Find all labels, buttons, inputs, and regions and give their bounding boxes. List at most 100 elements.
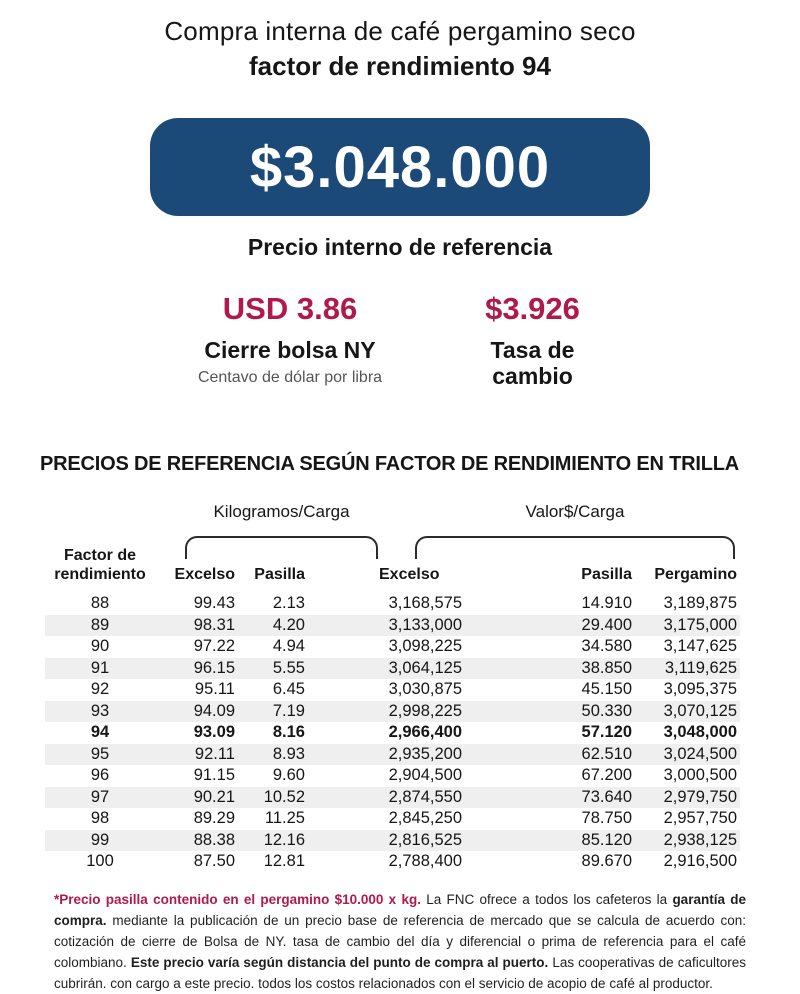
cell-pergamino: 3,024,500 [663, 744, 737, 763]
table-body: 88 99.43 2.13 3,168,575 14.910 3,189,875 89 98.… [45, 593, 755, 873]
table-row: 90 97.22 4.94 3,098,225 34.580 3,147,625 [45, 636, 740, 658]
table-row: 93 94.09 7.19 2,998,225 50.330 3,070,125 [45, 700, 740, 722]
cell-pasilla-valor: 78.750 [581, 809, 632, 827]
cell-pasilla-valor: 62.510 [581, 744, 632, 763]
column-header-pergamino: Pergamino [654, 566, 737, 583]
cell-excelso-valor: 2,966,400 [388, 723, 462, 741]
cell-factor: 90 [90, 637, 110, 655]
cell-pergamino: 3,095,375 [663, 680, 737, 698]
market-stats: USD 3.86 Cierre bolsa NY Centavo de dóla… [140, 291, 630, 389]
footnote-lead: *Precio pasilla contenido en el pergamin… [54, 891, 421, 907]
ny-close-value: USD 3.86 [222, 291, 358, 326]
cell-pasilla-kg: 7.19 [272, 701, 305, 720]
cell-factor: 96 [90, 766, 110, 784]
page-header: Compra interna de café pergamino seco fa… [0, 0, 800, 82]
cell-pasilla-valor: 57.120 [581, 723, 632, 741]
section-title: PRECIOS DE REFERENCIA SEGÚN FACTOR DE RE… [40, 453, 740, 475]
cell-pasilla-kg: 8.93 [272, 744, 305, 763]
cell-excelso-kg: 90.21 [193, 787, 235, 806]
reference-price-value: $3.048.000 [249, 134, 551, 200]
cell-factor: 97 [90, 787, 110, 806]
cell-factor: 91 [90, 658, 110, 677]
table-row: 99 88.38 12.16 2,816,525 85.120 2,938,125 [45, 829, 740, 851]
footnote-text-a: La FNC ofrece a todos los cafeteros la [426, 891, 668, 907]
cell-excelso-valor: 3,064,125 [388, 658, 462, 677]
cell-pasilla-kg: 10.52 [263, 787, 305, 806]
footnote: *Precio pasilla contenido en el pergamin… [54, 889, 746, 994]
cell-excelso-kg: 89.29 [193, 809, 235, 827]
page-subtitle: factor de rendimiento 94 [249, 51, 551, 81]
cell-pasilla-kg: 12.16 [263, 830, 305, 849]
cell-pasilla-kg: 12.81 [263, 852, 305, 870]
table-row: 88 99.43 2.13 3,168,575 14.910 3,189,875 [45, 593, 740, 615]
cell-excelso-valor: 2,935,200 [388, 744, 462, 763]
table-group-labels: Kilogramos/Carga Valor$/Carga [45, 502, 755, 526]
cell-factor: 88 [90, 594, 110, 612]
cell-pasilla-valor: 45.150 [581, 680, 632, 698]
cell-pergamino: 3,175,000 [663, 615, 737, 634]
cell-pergamino: 2,938,125 [663, 830, 737, 849]
table-row: 89 98.31 4.20 3,133,000 29.400 3,175,000 [45, 614, 740, 636]
footnote-text-b: mediante la publicación de un precio bas… [54, 912, 746, 970]
cell-pasilla-valor: 50.330 [581, 701, 632, 720]
cell-pergamino: 3,147,625 [663, 637, 737, 655]
table-row: 91 96.15 5.55 3,064,125 38.850 3,119,625 [45, 657, 740, 679]
cell-factor: 93 [90, 701, 110, 720]
exchange-rate-value: $3.926 [485, 291, 580, 326]
table-row: 92 95.11 6.45 3,030,875 45.150 3,095,375 [45, 679, 740, 701]
cell-factor: 100 [86, 852, 114, 870]
cell-pasilla-valor: 85.120 [581, 830, 632, 849]
cell-pasilla-valor: 34.580 [581, 637, 632, 655]
cell-excelso-valor: 3,168,575 [388, 594, 462, 612]
reference-price-table: Kilogramos/Carga Valor$/Carga Factor de … [45, 502, 755, 873]
table-header-row: Factor de rendimiento Excelso Pasilla Ex… [45, 546, 740, 584]
cell-pasilla-valor: 67.200 [581, 766, 632, 784]
cell-pasilla-kg: 8.16 [272, 723, 305, 741]
cell-pasilla-kg: 9.60 [272, 766, 305, 784]
cell-excelso-valor: 2,998,225 [388, 701, 462, 720]
cell-excelso-kg: 94.09 [193, 701, 235, 720]
cell-factor: 92 [90, 680, 110, 698]
cell-excelso-valor: 2,874,550 [388, 787, 462, 806]
cell-excelso-valor: 2,845,250 [388, 809, 462, 827]
cell-excelso-kg: 97.22 [193, 637, 235, 655]
cell-excelso-kg: 88.38 [193, 830, 235, 849]
page-title: Compra interna de café pergamino seco [164, 16, 636, 46]
cell-excelso-kg: 92.11 [194, 744, 235, 763]
column-header-pasilla-kg: Pasilla [254, 566, 305, 583]
cell-excelso-kg: 96.15 [193, 658, 235, 677]
cell-pasilla-valor: 73.640 [581, 787, 632, 806]
cell-pergamino: 2,916,500 [663, 852, 737, 870]
bracket-valor [415, 536, 735, 559]
column-header-pasilla-valor: Pasilla [581, 566, 632, 583]
cell-pasilla-valor: 14.910 [581, 594, 632, 612]
cell-excelso-valor: 2,788,400 [388, 852, 462, 870]
cell-excelso-kg: 93.09 [193, 723, 235, 741]
cell-factor: 94 [90, 723, 110, 741]
cell-pasilla-valor: 29.400 [581, 615, 632, 634]
footnote-bold-a: garantía de compra. [54, 891, 746, 928]
cell-pergamino: 3,048,000 [663, 723, 737, 741]
cell-excelso-valor: 3,030,875 [388, 680, 462, 698]
cell-factor: 95 [90, 744, 110, 763]
ny-close-sublabel: Centavo de dólar por libra [197, 369, 383, 386]
group-label-valor: Valor$/Carga [525, 502, 625, 521]
table-row: 96 91.15 9.60 2,904,500 67.200 3,000,500 [45, 765, 740, 787]
table-row: 94 93.09 8.16 2,966,400 57.120 3,048,000 [45, 722, 740, 744]
cell-pergamino: 2,979,750 [663, 787, 737, 806]
cell-pasilla-kg: 2.13 [272, 594, 305, 612]
exchange-rate-stat: $3.926 Tasa de cambio [440, 291, 625, 389]
exchange-rate-label: Tasa de cambio [490, 337, 575, 389]
cell-excelso-kg: 99.43 [193, 594, 235, 612]
cell-factor: 99 [90, 830, 110, 849]
cell-pasilla-kg: 4.20 [272, 615, 305, 634]
price-badge: $3.048.000 [150, 118, 650, 216]
cell-excelso-kg: 91.15 [193, 766, 235, 784]
table-brackets [45, 536, 755, 560]
group-label-kilogramos: Kilogramos/Carga [213, 502, 350, 521]
cell-factor: 98 [90, 809, 110, 827]
cell-excelso-valor: 2,904,500 [388, 766, 462, 784]
cell-pergamino: 3,119,625 [664, 658, 737, 677]
table-row: 95 92.11 8.93 2,935,200 62.510 3,024,500 [45, 743, 740, 765]
